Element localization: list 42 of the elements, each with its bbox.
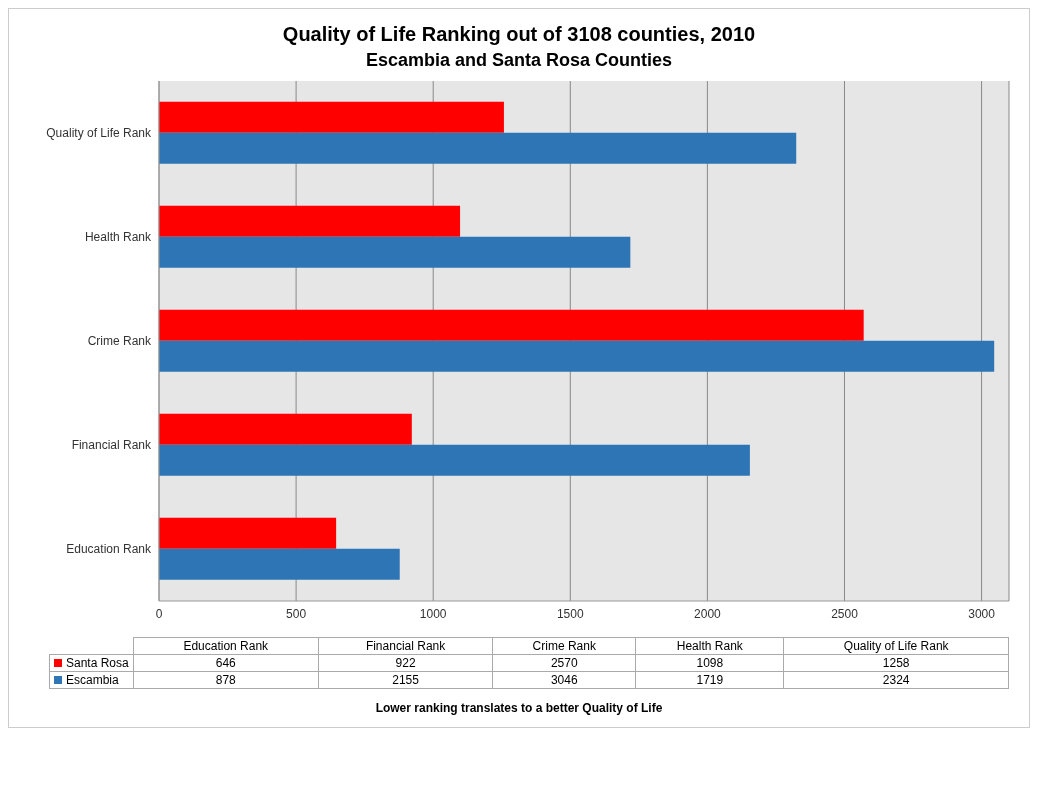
y-tick-label: Health Rank <box>84 230 152 245</box>
x-tick-label: 2500 <box>831 606 859 621</box>
y-tick-label: Escambia <box>49 671 134 689</box>
chart-subtitle: Escambia and Santa Rosa Counties <box>364 49 674 71</box>
text: Lower ranking translates to a better Quality of Life <box>374 700 664 717</box>
data-label: 646 <box>133 654 319 672</box>
data-label: 878 <box>133 671 319 689</box>
data-label: 1098 <box>635 654 784 672</box>
x-tick-label: 1500 <box>556 606 584 621</box>
data-label: 2155 <box>318 671 493 689</box>
data-label: 3046 <box>492 671 636 689</box>
y-tick-label: Quality of Life Rank <box>46 126 152 141</box>
x-tick-label: Crime Rank <box>492 637 636 655</box>
x-tick-label: Health Rank <box>635 637 784 655</box>
bar <box>159 517 337 549</box>
x-tick-label: 2000 <box>694 606 722 621</box>
y-tick-label: Financial Rank <box>71 438 152 453</box>
x-tick-label: 500 <box>286 606 307 621</box>
bar <box>159 340 995 372</box>
x-tick-label: 3000 <box>968 606 996 621</box>
bar <box>159 132 797 164</box>
bar <box>159 236 631 268</box>
y-tick-label: Crime Rank <box>87 334 152 349</box>
bar <box>159 309 864 341</box>
y-tick-label: Education Rank <box>66 542 152 557</box>
chart-title: Quality of Life Ranking out of 3108 counties, 2010 <box>281 22 757 46</box>
bar <box>159 205 461 237</box>
data-label: 2570 <box>492 654 636 672</box>
x-tick-label: 1000 <box>419 606 447 621</box>
y-tick-label: Santa Rosa <box>49 654 134 672</box>
x-tick-label: Education Rank <box>133 637 319 655</box>
bar <box>159 548 400 580</box>
x-tick-label: Quality of Life Rank <box>783 637 1009 655</box>
bar <box>159 101 504 133</box>
data-label: 1719 <box>635 671 784 689</box>
x-tick-label: Financial Rank <box>318 637 493 655</box>
bar <box>159 413 412 445</box>
x-tick-label: 0 <box>155 606 163 621</box>
bar <box>159 444 750 476</box>
data-label: 2324 <box>783 671 1009 689</box>
data-label: 1258 <box>783 654 1009 672</box>
data-label: 922 <box>318 654 493 672</box>
